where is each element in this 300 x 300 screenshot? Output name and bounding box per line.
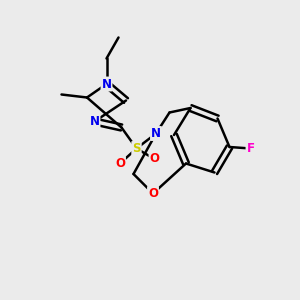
- Text: F: F: [247, 142, 254, 155]
- Text: N: N: [101, 77, 112, 91]
- Text: O: O: [115, 157, 125, 170]
- Text: S: S: [132, 142, 141, 155]
- Text: N: N: [151, 127, 161, 140]
- Text: O: O: [149, 152, 160, 166]
- Text: N: N: [89, 115, 100, 128]
- Text: O: O: [148, 187, 158, 200]
